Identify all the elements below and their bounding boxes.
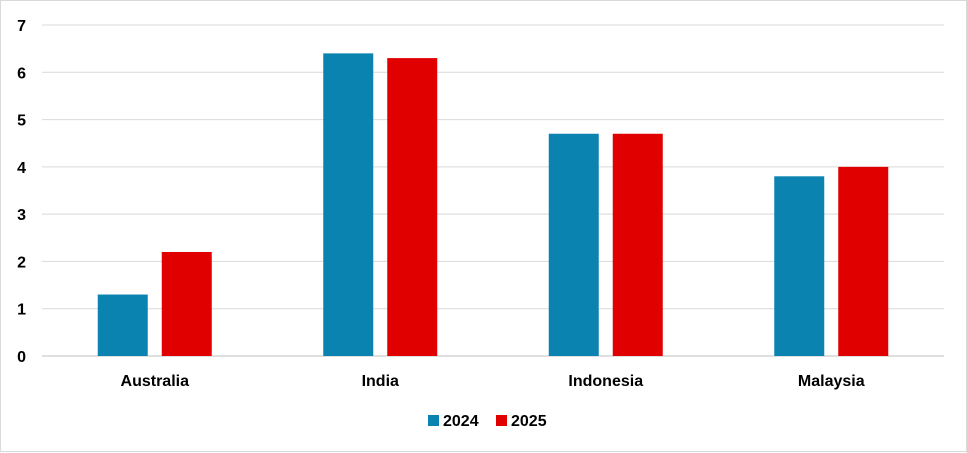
y-tick-label: 2: [17, 254, 26, 271]
bar-india-2025: [387, 58, 438, 356]
y-tick-label: 1: [17, 302, 26, 319]
legend-label-2024: 2024: [443, 413, 479, 430]
bar-australia-2024: [97, 294, 148, 356]
legend-label-2025: 2025: [511, 413, 547, 430]
y-tick-label: 0: [17, 349, 26, 366]
bar-indonesia-2024: [548, 133, 599, 356]
x-category-label: Indonesia: [568, 373, 643, 390]
legend: 2024 2025: [428, 413, 547, 430]
bar-indonesia-2025: [612, 133, 663, 356]
y-tick-label: 4: [17, 160, 26, 177]
x-category-label: Malaysia: [798, 373, 865, 390]
bar-india-2024: [323, 53, 374, 356]
bars: [97, 53, 889, 356]
y-tick-label: 6: [17, 65, 26, 82]
x-category-label: Australia: [121, 373, 190, 390]
bar-australia-2025: [161, 251, 212, 356]
x-category-label: India: [362, 373, 399, 390]
legend-swatch-2025: [496, 415, 507, 426]
legend-swatch-2024: [428, 415, 439, 426]
x-axis-labels: Australia India Indonesia Malaysia: [121, 373, 865, 390]
bar-malaysia-2024: [774, 176, 825, 356]
y-tick-label: 5: [17, 113, 26, 130]
y-tick-label: 7: [17, 18, 26, 35]
y-axis-ticks: 0 1 2 3 4 5 6 7: [17, 18, 26, 366]
y-tick-label: 3: [17, 207, 26, 224]
bar-malaysia-2025: [838, 166, 889, 356]
